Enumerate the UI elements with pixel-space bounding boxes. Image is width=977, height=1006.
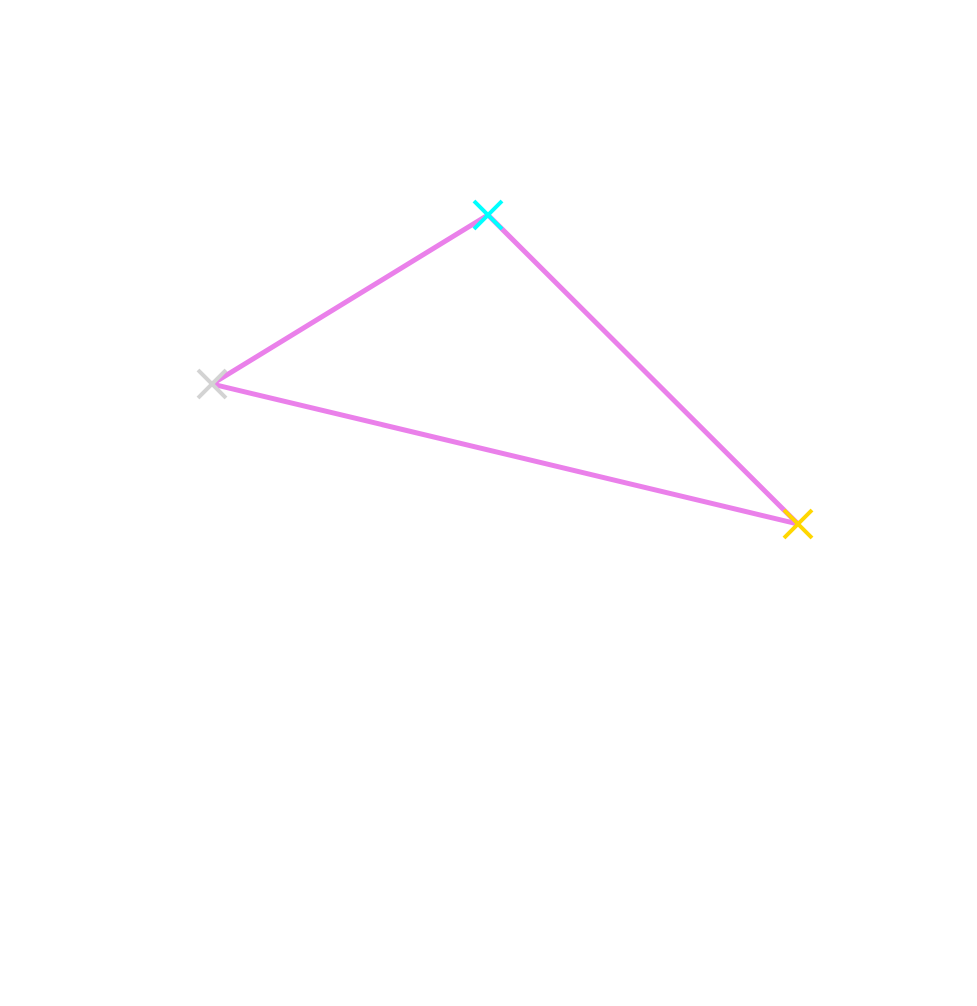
marker-stroke: [782, 508, 814, 540]
vertex-markers-group: [196, 199, 814, 540]
edge-right-left: [209, 381, 801, 527]
edges-group: [209, 212, 801, 527]
edge-top-right: [485, 212, 801, 527]
marker-stroke: [196, 368, 228, 400]
marker-stroke: [472, 199, 504, 231]
vertex-marker-left: [196, 368, 228, 400]
edge-left-top: [209, 212, 491, 387]
vertex-marker-top: [472, 199, 504, 231]
vertex-marker-right: [782, 508, 814, 540]
